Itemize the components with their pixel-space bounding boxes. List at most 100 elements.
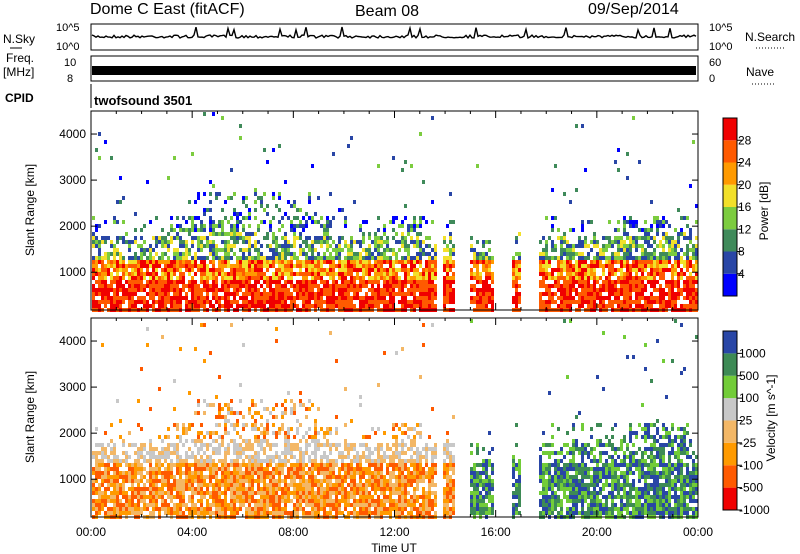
heatmap-cell — [179, 268, 182, 272]
heatmap-cell — [344, 292, 347, 296]
heatmap-cell — [158, 387, 161, 391]
heatmap-cell — [260, 276, 263, 280]
heatmap-cell — [275, 503, 278, 507]
heatmap-cell — [176, 511, 179, 515]
heatmap-cell — [179, 439, 182, 443]
heatmap-cell — [194, 487, 197, 491]
heatmap-cell — [281, 288, 284, 292]
heatmap-cell — [299, 280, 302, 284]
heatmap-cell — [551, 300, 554, 304]
heatmap-cell — [620, 236, 623, 240]
heatmap-cell — [131, 264, 134, 268]
heatmap-cell — [101, 459, 104, 463]
heatmap-cell — [377, 240, 380, 244]
heatmap-cell — [443, 264, 446, 268]
heatmap-cell — [587, 256, 590, 260]
heatmap-cell — [260, 292, 263, 296]
heatmap-cell — [356, 292, 359, 296]
heatmap-cell — [338, 288, 341, 292]
heatmap-cell — [482, 284, 485, 288]
heatmap-cell — [311, 220, 314, 224]
heatmap-cell — [260, 499, 263, 503]
heatmap-cell — [695, 292, 698, 296]
heatmap-cell — [473, 296, 476, 300]
heatmap-cell — [263, 236, 266, 240]
heatmap-cell — [671, 252, 674, 256]
heatmap-cell — [689, 280, 692, 284]
heatmap-cell — [173, 236, 176, 240]
heatmap-cell — [353, 503, 356, 507]
heatmap-cell — [647, 296, 650, 300]
heatmap-cell — [104, 240, 107, 244]
heatmap-cell — [131, 280, 134, 284]
heatmap-cell — [350, 491, 353, 495]
heatmap-cell — [233, 300, 236, 304]
heatmap-cell — [398, 288, 401, 292]
heatmap-cell — [314, 455, 317, 459]
heatmap-cell — [149, 292, 152, 296]
heatmap-cell — [257, 252, 260, 256]
heatmap-cell — [569, 272, 572, 276]
heatmap-cell — [404, 296, 407, 300]
heatmap-cell — [359, 304, 362, 308]
heatmap-cell — [242, 216, 245, 220]
heatmap-cell — [272, 304, 275, 308]
heatmap-cell — [659, 260, 662, 264]
heatmap-cell — [299, 288, 302, 292]
heatmap-cell — [227, 284, 230, 288]
heatmap-cell — [269, 455, 272, 459]
heatmap-cell — [644, 236, 647, 240]
heatmap-cell — [632, 240, 635, 244]
heatmap-cell — [191, 228, 194, 232]
heatmap-cell — [224, 264, 227, 268]
heatmap-cell — [392, 300, 395, 304]
heatmap-cell — [368, 276, 371, 280]
heatmap-cell — [623, 264, 626, 268]
heatmap-cell — [293, 455, 296, 459]
heatmap-cell — [101, 479, 104, 483]
heatmap-cell — [626, 256, 629, 260]
heatmap-cell — [581, 244, 584, 248]
heatmap-cell — [431, 200, 434, 204]
heatmap-cell — [380, 511, 383, 515]
heatmap-cell — [686, 260, 689, 264]
heatmap-cell — [359, 487, 362, 491]
heatmap-cell — [251, 399, 254, 403]
heatmap-cell — [596, 264, 599, 268]
heatmap-cell — [149, 443, 152, 447]
heatmap-cell — [362, 300, 365, 304]
heatmap-cell — [332, 483, 335, 487]
heatmap-cell — [296, 304, 299, 308]
heatmap-cell — [164, 244, 167, 248]
heatmap-cell — [413, 300, 416, 304]
heatmap-cell — [572, 296, 575, 300]
heatmap-cell — [389, 292, 392, 296]
heatmap-cell — [209, 455, 212, 459]
heatmap-cell — [173, 451, 176, 455]
heatmap-cell — [257, 455, 260, 459]
heatmap-cell — [209, 471, 212, 475]
heatmap-cell — [149, 471, 152, 475]
heatmap-cell — [380, 264, 383, 268]
heatmap-cell — [623, 276, 626, 280]
heatmap-cell — [407, 292, 410, 296]
heatmap-cell — [137, 423, 140, 427]
heatmap-cell — [578, 268, 581, 272]
heatmap-cell — [425, 220, 428, 224]
heatmap-cell — [434, 296, 437, 300]
heatmap-cell — [386, 483, 389, 487]
heatmap-cell — [137, 296, 140, 300]
heatmap-cell — [410, 268, 413, 272]
heatmap-cell — [290, 479, 293, 483]
heatmap-cell — [212, 447, 215, 451]
heatmap-cell — [308, 288, 311, 292]
heatmap-cell — [206, 483, 209, 487]
heatmap-cell — [95, 256, 98, 260]
heatmap-cell — [233, 228, 236, 232]
heatmap-cell — [308, 248, 311, 252]
heatmap-cell — [617, 244, 620, 248]
heatmap-cell — [434, 304, 437, 308]
heatmap-cell — [233, 232, 236, 236]
heatmap-cell — [410, 300, 413, 304]
heatmap-cell — [335, 503, 338, 507]
